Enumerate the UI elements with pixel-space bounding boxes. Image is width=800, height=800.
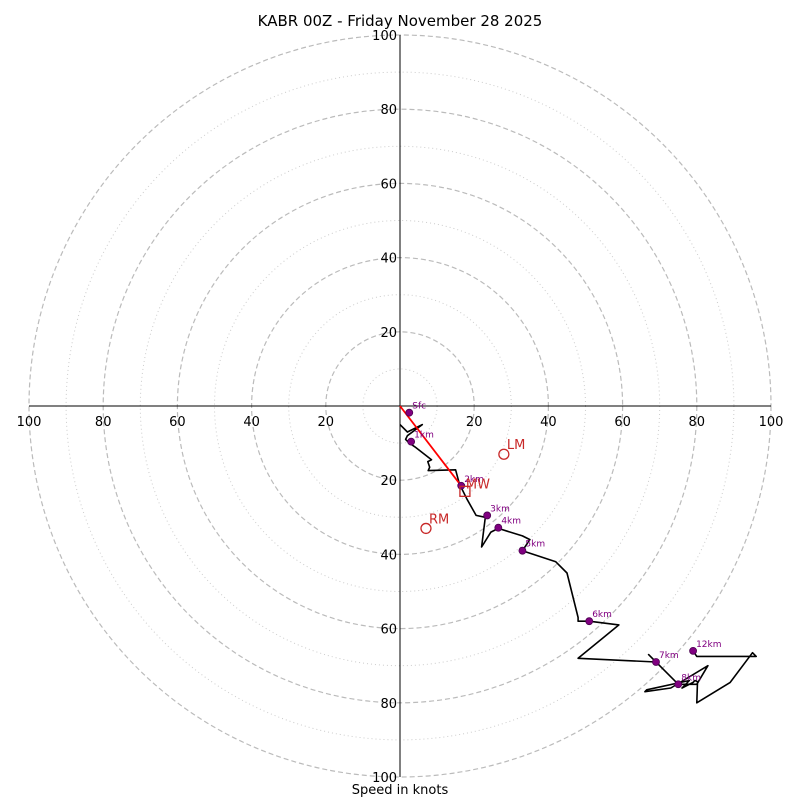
storm-label-rm: RM — [429, 512, 449, 527]
height-label-12km: 12km — [696, 640, 721, 650]
height-marker-7km — [652, 658, 660, 666]
tick-label-bottom: 100 — [372, 771, 397, 786]
tick-label-left: 100 — [17, 415, 42, 430]
wind-trace-line — [399, 423, 758, 704]
storm-motion-markers: LM RM MW — [420, 438, 525, 535]
height-label-6km: 6km — [592, 610, 612, 620]
tick-label-left: 80 — [95, 415, 112, 430]
storm-label-lm: LM — [507, 438, 525, 453]
tick-label-right: 20 — [466, 415, 483, 430]
height-marker-8km — [674, 680, 683, 689]
wind-trace — [399, 423, 758, 704]
tick-labels: 20 40 60 80 100 20 40 60 80 100 100 80 60 40 20 20 40 60 8… — [17, 29, 784, 786]
tick-label-bottom: 20 — [380, 474, 397, 489]
height-label-3km: 3km — [490, 504, 510, 514]
storm-marker-rm — [420, 522, 432, 535]
tick-label-bottom: 60 — [380, 623, 397, 638]
height-label-1km: 1km — [414, 431, 434, 441]
height-marker-4km — [494, 523, 503, 532]
height-marker-3km — [483, 511, 492, 520]
tick-label-left: 20 — [318, 415, 335, 430]
tick-label-top: 60 — [380, 177, 397, 192]
height-marker-12km — [689, 646, 697, 655]
tick-label-right: 40 — [540, 415, 557, 430]
height-label-2km: 2km — [464, 475, 484, 485]
height-marker-sfc — [405, 408, 414, 417]
height-label-5km: 5km — [525, 540, 545, 550]
height-label-8km: 8km — [681, 673, 701, 683]
height-marker-6km — [585, 617, 594, 626]
storm-marker-lm — [498, 448, 510, 460]
height-marker-5km — [518, 546, 527, 555]
tick-label-top: 100 — [372, 29, 397, 44]
tick-label-right: 60 — [614, 415, 631, 430]
height-marker-1km — [407, 437, 416, 446]
tick-label-top: 80 — [380, 103, 397, 118]
height-label-4km: 4km — [501, 517, 521, 527]
tick-label-top: 40 — [380, 252, 397, 267]
shear-vector-line — [399, 405, 462, 487]
x-axis-label: Speed in knots — [351, 783, 449, 798]
tick-label-right: 80 — [689, 415, 706, 430]
chart-title: KABR 00Z - Friday November 28 2025 — [257, 12, 543, 30]
shear-vector — [399, 405, 462, 487]
height-label-sfc: Sfc — [412, 402, 426, 412]
tick-label-bottom: 80 — [380, 697, 397, 712]
mean-wind-label: MW — [466, 477, 490, 492]
tick-label-left: 60 — [169, 415, 186, 430]
tick-label-bottom: 40 — [380, 548, 397, 563]
tick-label-right: 100 — [759, 415, 784, 430]
mean-wind-marker — [459, 485, 471, 497]
tick-label-left: 40 — [243, 415, 260, 430]
tick-label-top: 20 — [380, 326, 397, 341]
height-label-7km: 7km — [659, 651, 679, 661]
height-markers: Sfc 1km 2km 3km 4km 5km 6km 7km 8km 12km — [405, 402, 722, 689]
